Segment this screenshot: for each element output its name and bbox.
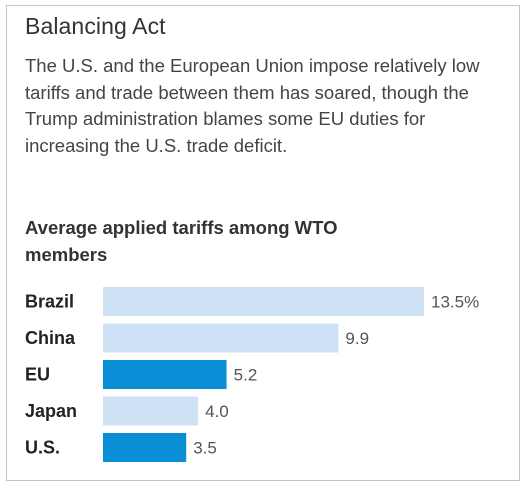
category-label-brazil: Brazil (25, 292, 74, 312)
description: The U.S. and the European Union impose r… (25, 55, 480, 156)
value-label-china: 9.9 (345, 329, 369, 348)
bar-brazil (103, 287, 424, 316)
chart-title: Average applied tariffs among WTO member… (25, 217, 338, 265)
category-label-japan: Japan (25, 401, 77, 421)
bar-japan (103, 396, 199, 426)
headline: Balancing Act (25, 13, 166, 39)
bar-eu (103, 360, 227, 389)
category-label-eu: EU (25, 365, 50, 385)
category-label-u-s: U.S. (25, 438, 60, 458)
bar-u-s (103, 433, 187, 462)
value-label-brazil: 13.5% (431, 293, 479, 312)
category-label-china: China (25, 328, 76, 348)
value-label-eu: 5.2 (234, 366, 258, 385)
value-label-japan: 4.0 (205, 402, 229, 421)
chart-frame (6, 5, 520, 481)
bar-china (103, 323, 339, 353)
value-label-u-s: 3.5 (193, 439, 217, 458)
